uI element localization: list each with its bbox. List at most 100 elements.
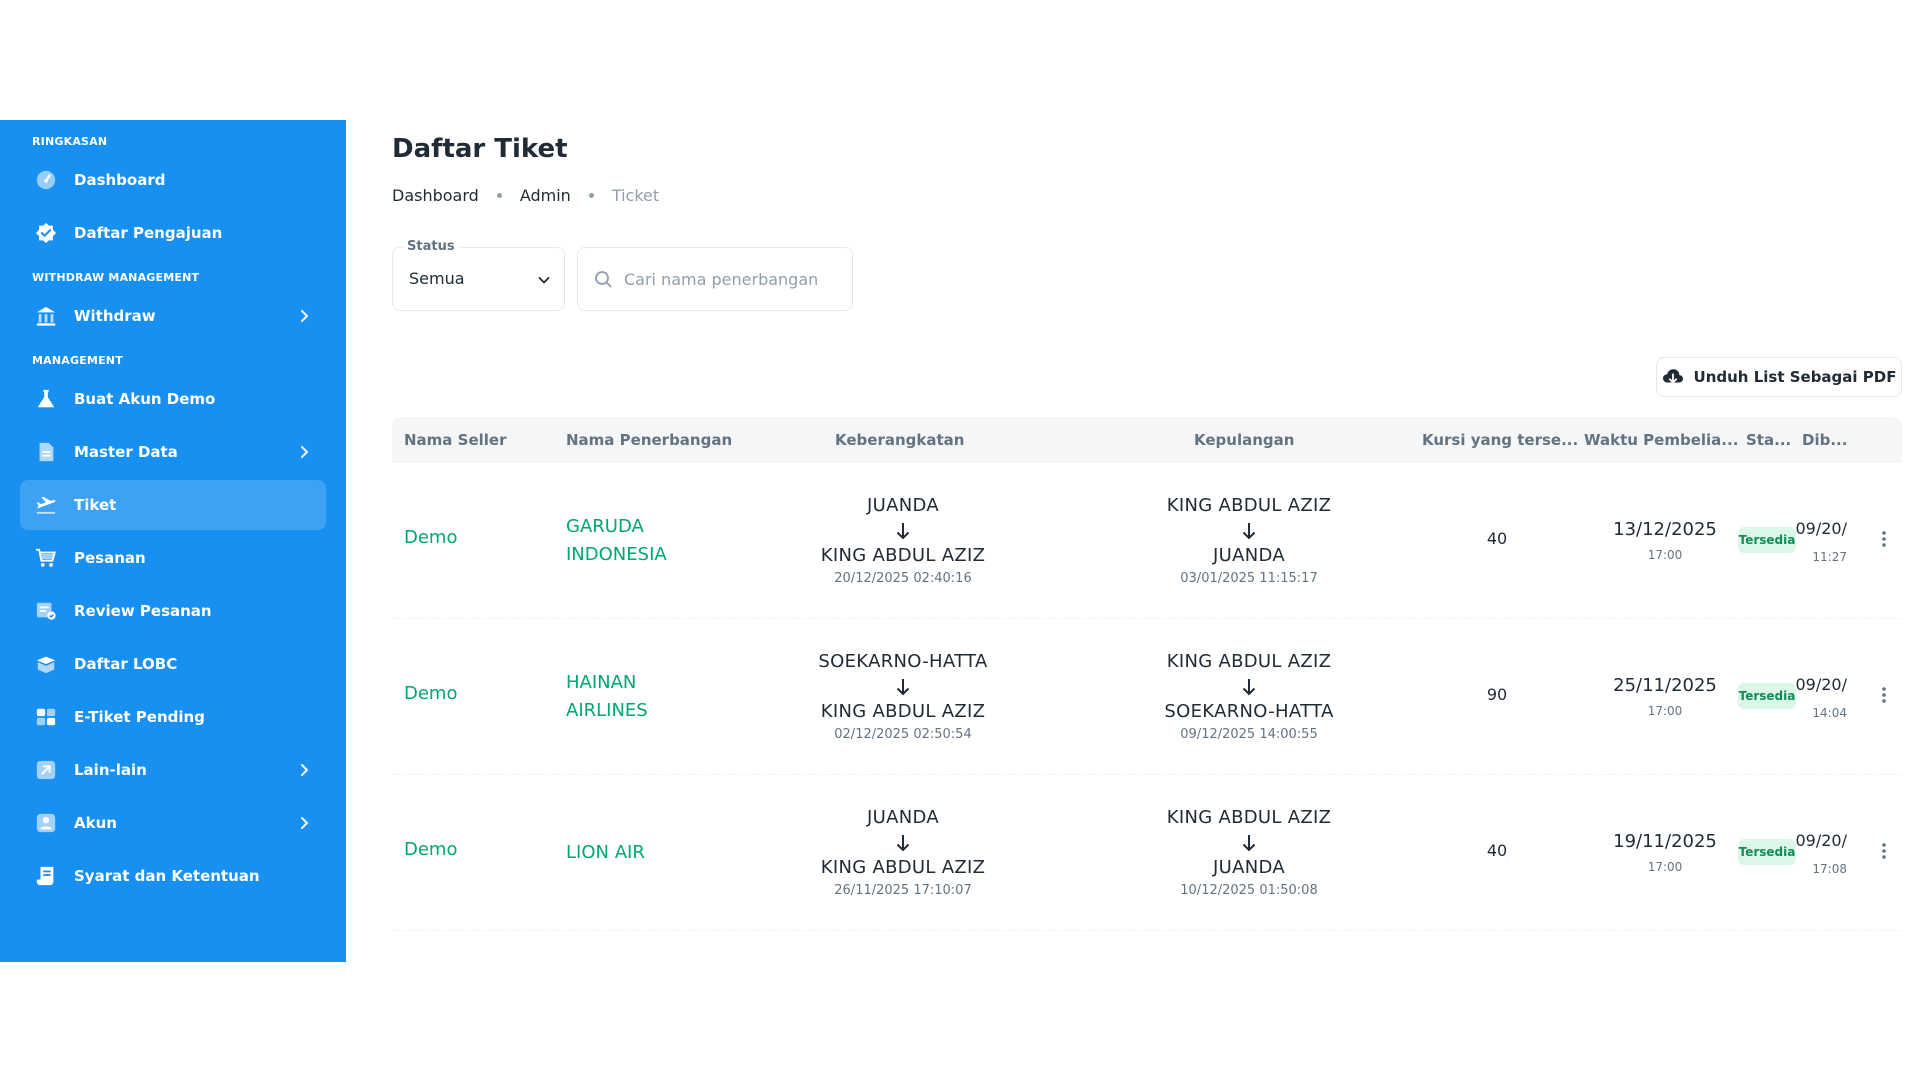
more-vertical-icon[interactable] [1872, 527, 1896, 551]
breadcrumb-separator [496, 193, 502, 198]
column-header-purchase-time[interactable]: Waktu Pembelia... [1584, 431, 1739, 449]
column-header-status[interactable]: Sta... [1746, 431, 1792, 449]
status-label: Status [403, 239, 459, 254]
created-date: /09/20: [1795, 831, 1847, 850]
departure-origin: JUANDA [867, 495, 939, 516]
departure-route: JUANDA KING ABDUL AZIZ 26/11/2025 17:10:… [773, 807, 1033, 898]
departure-destination: KING ABDUL AZIZ [820, 857, 986, 878]
return-datetime: 09/12/2025 14:00:55 [1180, 727, 1318, 742]
speedometer-icon [34, 168, 58, 192]
column-header-seats[interactable]: Kursi yang terse... [1422, 431, 1579, 449]
created-at: /09/20: 14:04 [1795, 675, 1847, 720]
airline-link[interactable]: GARUDA INDONESIA [566, 516, 667, 565]
sidebar-item-master-data[interactable]: Master Data [20, 427, 326, 477]
filters-bar: Status Semua [392, 239, 1902, 311]
table-row: Demo LION AIR JUANDA KING ABDUL AZIZ 26/… [392, 775, 1902, 931]
sidebar-item-withdraw[interactable]: Withdraw [20, 291, 326, 341]
seller-link[interactable]: Demo [404, 527, 458, 548]
chevron-right-icon [301, 764, 309, 776]
column-header-seller[interactable]: Nama Seller [404, 431, 507, 449]
column-header-created[interactable]: Dib... [1802, 431, 1848, 449]
sidebar-item-buat-akun-demo[interactable]: Buat Akun Demo [20, 374, 326, 424]
sidebar-item-pesanan[interactable]: Pesanan [20, 533, 326, 583]
status-value: Semua [409, 269, 465, 288]
return-origin: KING ABDUL AZIZ [1166, 651, 1332, 672]
created-time: 17:08 [1812, 862, 1847, 876]
departure-route: SOEKARNO-HATTA KING ABDUL AZIZ 02/12/202… [773, 651, 1033, 742]
seats-available: 40 [1486, 841, 1508, 860]
sidebar-item-daftar-pengajuan[interactable]: Daftar Pengajuan [20, 208, 326, 258]
created-date: /09/20: [1795, 519, 1847, 538]
download-pdf-button[interactable]: Unduh List Sebagai PDF [1656, 357, 1902, 397]
breadcrumb-ticket: Ticket [611, 186, 660, 205]
purchase-hour: 17:00 [1647, 704, 1683, 718]
status-badge: Tersedia [1738, 683, 1796, 709]
return-origin: KING ABDUL AZIZ [1166, 495, 1332, 516]
departure-datetime: 02/12/2025 02:50:54 [834, 727, 972, 742]
sidebar-item-tiket[interactable]: Tiket [20, 480, 326, 530]
airline-link[interactable]: HAINAN AIRLINES [566, 672, 648, 721]
sidebar-item-syarat-dan-ketentuan[interactable]: Syarat dan Ketentuan [20, 851, 326, 901]
return-datetime: 03/01/2025 11:15:17 [1180, 571, 1318, 586]
seller-link[interactable]: Demo [404, 683, 458, 704]
chevron-down-icon [538, 277, 550, 284]
seller-link[interactable]: Demo [404, 839, 458, 860]
purchase-hour: 17:00 [1647, 860, 1683, 874]
sidebar-item-dashboard[interactable]: Dashboard [20, 155, 326, 205]
return-route: KING ABDUL AZIZ SOEKARNO-HATTA 09/12/202… [1119, 651, 1379, 742]
return-datetime: 10/12/2025 01:50:08 [1180, 883, 1318, 898]
created-time: 14:04 [1812, 706, 1847, 720]
more-vertical-icon[interactable] [1872, 839, 1896, 863]
column-header-departure[interactable]: Keberangkatan [835, 431, 965, 449]
box-icon [34, 652, 58, 676]
airplane-takeoff-icon [34, 493, 58, 517]
breadcrumb-admin[interactable]: Admin [519, 186, 571, 205]
breadcrumb-separator [588, 193, 594, 198]
verified-badge-icon [34, 221, 58, 245]
departure-destination: KING ABDUL AZIZ [820, 545, 986, 566]
purchase-time: 13/12/2025 17:00 [1605, 519, 1725, 562]
table-row: Demo HAINAN AIRLINES SOEKARNO-HATTA KING… [392, 619, 1902, 775]
more-vertical-icon[interactable] [1872, 683, 1896, 707]
column-header-airline[interactable]: Nama Penerbangan [566, 431, 733, 449]
sidebar: RINGKASAN Dashboard Daftar Pengajuan WIT… [0, 120, 346, 962]
flask-icon [34, 387, 58, 411]
arrow-down-icon [773, 517, 1033, 545]
sidebar-item-daftar-lobc[interactable]: Daftar LOBC [20, 639, 326, 689]
sidebar-item-label: Review Pesanan [74, 602, 212, 620]
purchase-date: 19/11/2025 [1613, 831, 1717, 852]
sidebar-item-label: Dashboard [74, 171, 166, 189]
tickets-table: Nama Seller Nama Penerbangan Keberangkat… [392, 417, 1902, 931]
chevron-right-icon [301, 817, 309, 829]
breadcrumb-dashboard[interactable]: Dashboard [392, 186, 479, 205]
airline-link[interactable]: LION AIR [566, 842, 645, 863]
sidebar-item-akun[interactable]: Akun [20, 798, 326, 848]
search-field [577, 247, 853, 311]
table-toolbar: Unduh List Sebagai PDF [392, 357, 1902, 417]
scroll-icon [34, 864, 58, 888]
main-content: Daftar Tiket Dashboard Admin Ticket Stat… [392, 120, 1902, 931]
departure-datetime: 20/12/2025 02:40:16 [834, 571, 972, 586]
sidebar-item-lain-lain[interactable]: Lain-lain [20, 745, 326, 795]
user-icon [34, 811, 58, 835]
purchase-time: 25/11/2025 17:00 [1605, 675, 1725, 718]
departure-route: JUANDA KING ABDUL AZIZ 20/12/2025 02:40:… [773, 495, 1033, 586]
arrow-down-icon [773, 829, 1033, 857]
sidebar-item-review-pesanan[interactable]: Review Pesanan [20, 586, 326, 636]
departure-destination: KING ABDUL AZIZ [820, 701, 986, 722]
download-pdf-label: Unduh List Sebagai PDF [1693, 368, 1897, 386]
purchase-date: 13/12/2025 [1613, 519, 1717, 540]
sidebar-item-e-tiket-pending[interactable]: E-Tiket Pending [20, 692, 326, 742]
created-date: /09/20: [1795, 675, 1847, 694]
sidebar-section-title: WITHDRAW MANAGEMENT [32, 271, 200, 284]
sidebar-item-label: Daftar Pengajuan [74, 224, 223, 242]
review-list-icon [34, 599, 58, 623]
column-header-return[interactable]: Kepulangan [1194, 431, 1295, 449]
created-at: /09/20: 17:08 [1795, 831, 1847, 876]
return-origin: KING ABDUL AZIZ [1166, 807, 1332, 828]
bank-icon [34, 304, 58, 328]
search-input[interactable] [624, 269, 834, 289]
purchase-hour: 17:00 [1647, 548, 1683, 562]
status-select[interactable]: Status Semua [392, 239, 565, 311]
sidebar-section-title: MANAGEMENT [32, 354, 123, 367]
